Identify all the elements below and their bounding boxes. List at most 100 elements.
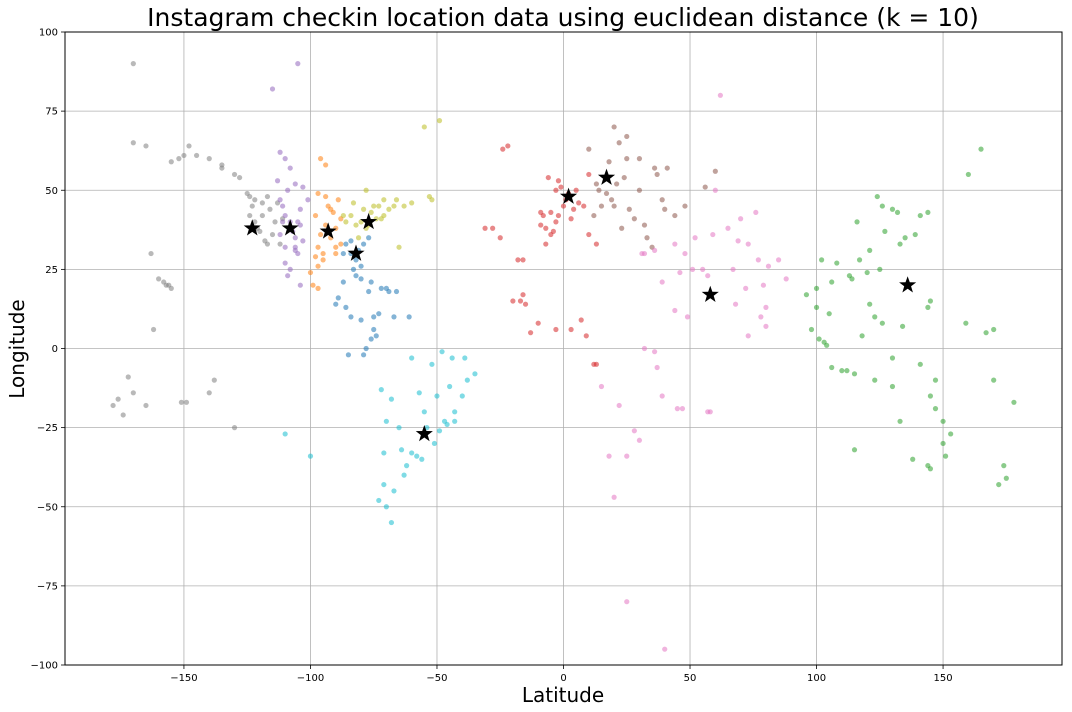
cluster-0-point: [247, 212, 253, 219]
cluster-3-point: [381, 197, 387, 203]
cluster-5-point: [401, 472, 407, 478]
cluster-3-point: [340, 212, 346, 219]
cluster-9-point: [927, 298, 934, 304]
cluster-1-point: [282, 260, 288, 266]
cluster-0-point: [277, 241, 283, 247]
cluster-0-point: [244, 190, 250, 197]
cluster-7-point: [672, 212, 678, 219]
cluster-9-point: [899, 323, 906, 329]
cluster-1-point: [297, 222, 303, 228]
cluster-6-point: [553, 219, 559, 225]
cluster-0-point: [181, 152, 187, 159]
cluster-6-point: [528, 330, 534, 336]
cluster-8-point: [606, 453, 612, 459]
cluster-0-point: [176, 156, 182, 162]
cluster-9-point: [991, 377, 997, 383]
cluster-2-point: [328, 206, 334, 212]
cluster-0-point: [150, 326, 157, 333]
cluster-9-point: [932, 377, 939, 383]
cluster-9-point: [859, 333, 865, 339]
cluster-0-point: [183, 399, 190, 405]
cluster-9-point: [851, 371, 858, 377]
cluster-8-point: [659, 393, 665, 399]
cluster-2-point: [323, 162, 329, 168]
cluster-6-point: [482, 225, 488, 231]
cluster-4-point: [358, 276, 364, 282]
cluster-0-point: [259, 212, 265, 219]
cluster-9-point: [872, 314, 878, 320]
cluster-5-point: [464, 377, 470, 383]
cluster-4-point: [406, 314, 412, 320]
cluster-5-point: [452, 409, 458, 415]
cluster-0-point: [269, 231, 276, 238]
cluster-3-point: [378, 216, 384, 222]
cluster-6-point: [520, 292, 526, 298]
cluster-2-point: [317, 231, 324, 238]
cluster-9-point: [965, 171, 971, 178]
cluster-8-point: [611, 494, 617, 500]
cluster-8-point: [598, 383, 605, 390]
cluster-9-point: [813, 304, 820, 310]
cluster-9-point: [834, 260, 840, 266]
y-tick-label: 0: [52, 344, 58, 355]
cluster-4-point: [368, 279, 374, 285]
chart-title: Instagram checkin location data using eu…: [147, 3, 979, 32]
cluster-4-point: [366, 288, 372, 295]
cluster-4-point: [386, 288, 392, 295]
cluster-5-point: [376, 497, 382, 504]
cluster-0-point: [237, 174, 243, 181]
cluster-0-point: [143, 143, 149, 149]
cluster-6-point: [548, 231, 554, 238]
cluster-6-point: [555, 178, 562, 184]
cluster-1-point: [282, 156, 288, 162]
cluster-4-point: [343, 304, 349, 310]
cluster-5-point: [419, 456, 425, 462]
y-tick-label: −50: [37, 502, 58, 513]
cluster-0-point: [115, 396, 121, 402]
cluster-6-point: [586, 231, 592, 238]
cluster-0-point: [264, 241, 271, 247]
cluster-2-point: [312, 254, 319, 260]
cluster-6-point: [571, 206, 577, 212]
cluster-2-point: [315, 190, 321, 197]
cluster-5-point: [462, 355, 468, 361]
cluster-0-point: [125, 374, 131, 380]
cluster-9-point: [816, 336, 822, 342]
cluster-8-point: [679, 406, 686, 412]
cluster-8-point: [682, 250, 688, 257]
cluster-3-point: [348, 212, 354, 219]
cluster-8-point: [765, 263, 772, 269]
cluster-0-point: [143, 402, 149, 409]
cluster-0-point: [168, 285, 174, 291]
cluster-8-point: [760, 282, 767, 288]
cluster-5-point: [282, 431, 288, 437]
cluster-1-point: [300, 238, 306, 244]
cluster-8-point: [753, 209, 759, 216]
cluster-2-point: [333, 250, 339, 257]
cluster-5-point: [381, 481, 387, 488]
cluster-8-point: [745, 241, 751, 247]
cluster-8-point: [732, 301, 739, 307]
data-points: [110, 61, 1017, 652]
cluster-6-point: [545, 174, 551, 181]
cluster-0-point: [219, 165, 225, 171]
cluster-9-point: [927, 393, 934, 399]
cluster-1-point: [282, 244, 288, 250]
cluster-3-point: [368, 209, 374, 216]
cluster-0-point: [206, 156, 212, 162]
cluster-2-point: [335, 197, 341, 203]
cluster-3-point: [371, 203, 377, 209]
cluster-0-point: [231, 171, 238, 178]
cluster-7-point: [712, 168, 718, 174]
cluster-1-point: [285, 187, 291, 193]
cluster-7-point: [624, 133, 630, 140]
cluster-6-point: [490, 225, 496, 231]
cluster-4-point: [376, 311, 382, 317]
cluster-6-point: [548, 209, 554, 216]
cluster-4-point: [371, 314, 377, 320]
cluster-8-point: [745, 333, 751, 339]
cluster-4-point: [353, 273, 359, 279]
cluster-6-centroid-star: [560, 187, 578, 204]
cluster-8-point: [636, 437, 643, 443]
